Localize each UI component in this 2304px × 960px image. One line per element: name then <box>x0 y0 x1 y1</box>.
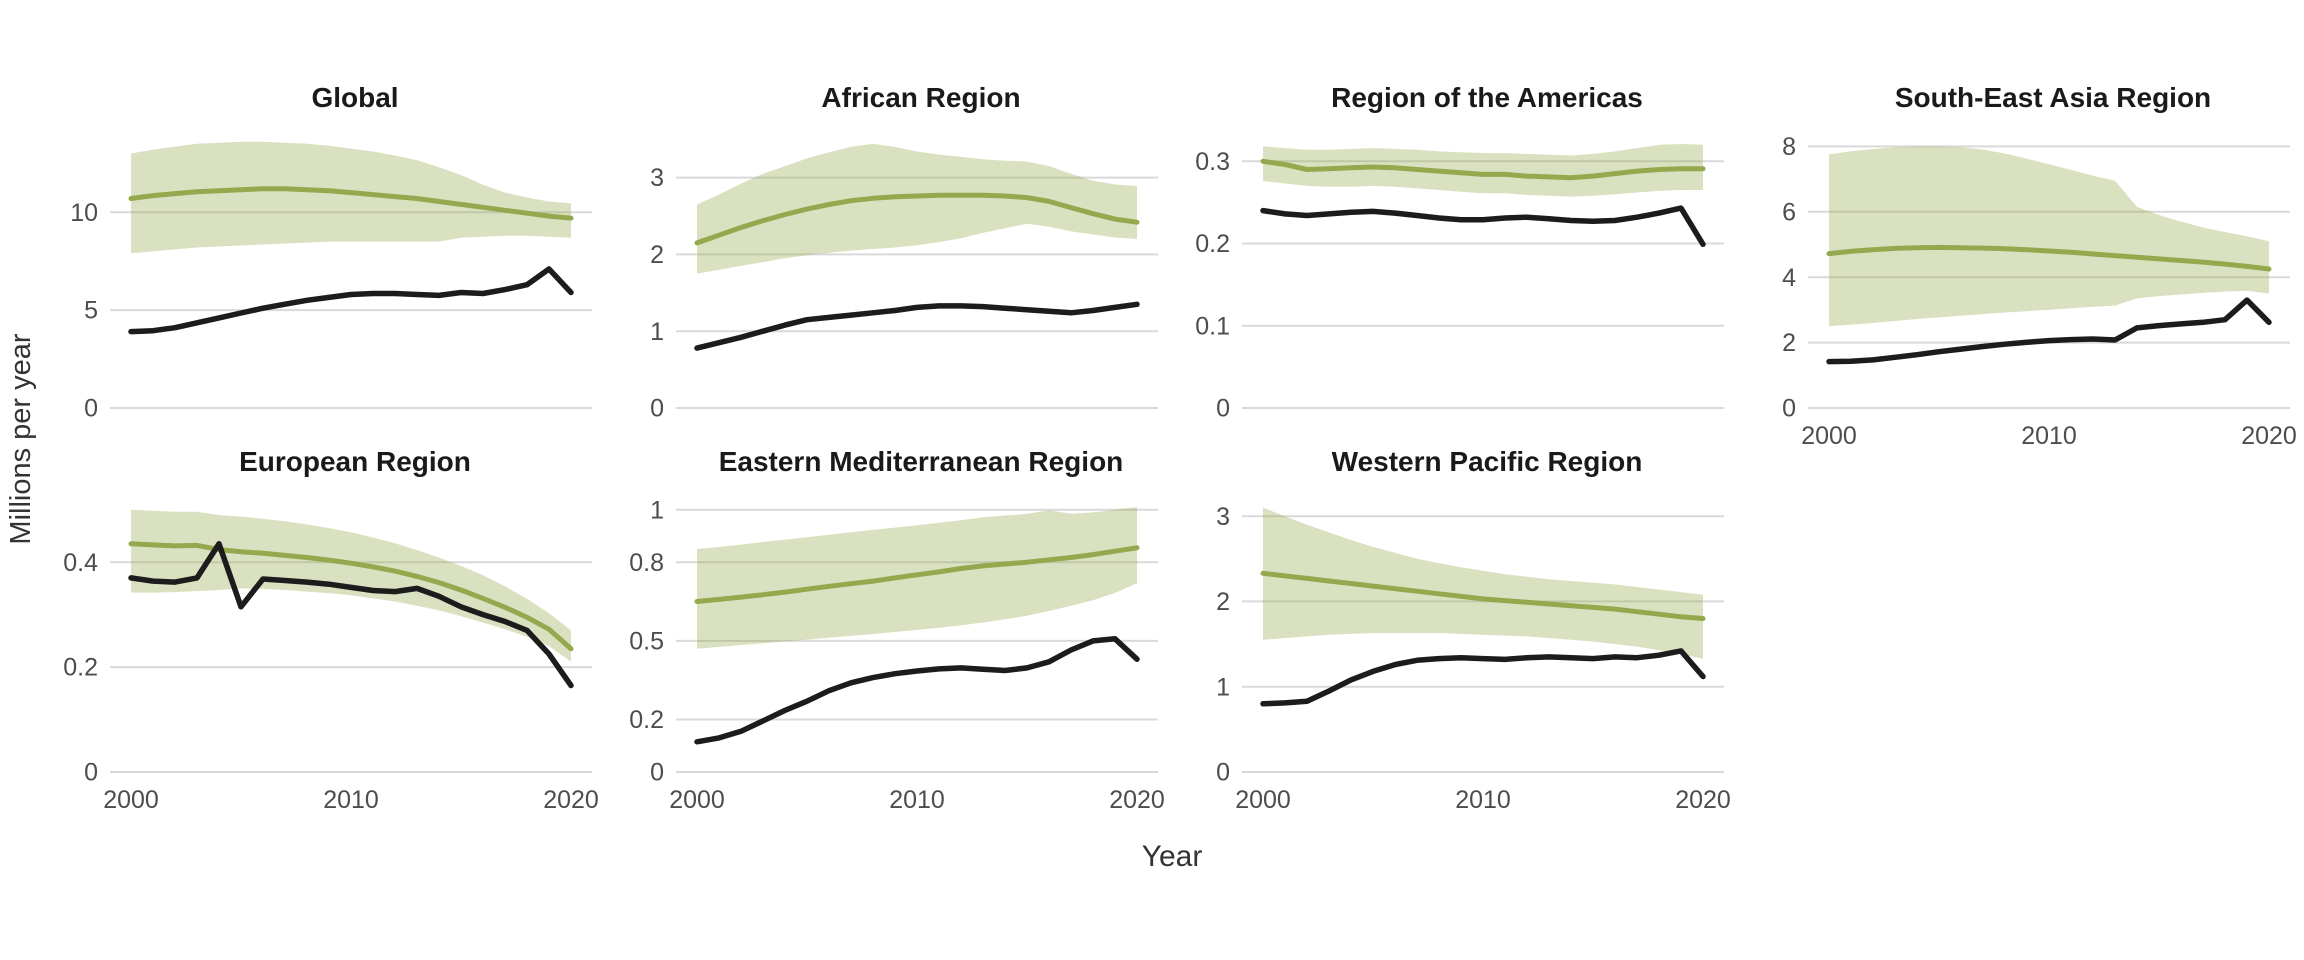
panel-plot: 0 1 2 3 2000 2010 2020 <box>1216 503 1731 814</box>
confidence-band <box>1829 146 2269 327</box>
x-tick-label: 2000 <box>1235 786 1291 814</box>
x-tick-label: 2010 <box>2021 422 2077 450</box>
y-tick-label: 1 <box>1216 673 1230 701</box>
observed-line <box>1260 205 1706 248</box>
x-tick-label: 2020 <box>1109 786 1165 814</box>
x-tick-label: 2020 <box>1675 786 1731 814</box>
panel-title: Region of the Americas <box>1331 82 1643 113</box>
y-tick-label: 0.2 <box>63 654 98 682</box>
confidence-band <box>1263 507 1703 659</box>
panel-south-east-asia-region: South-East Asia Region 0 2 4 6 8 2000 2010 2020 <box>1738 78 2304 452</box>
panel-plot: 0 0.2 0.4 2000 2010 2020 <box>63 509 599 814</box>
panel-eastern-mediterranean-region: Eastern Mediterranean Region 0 0.2 0.5 0.8 1 2… <box>606 442 1172 816</box>
confidence-band <box>1263 144 1703 197</box>
panel-plot: 0 5 10 <box>70 141 592 423</box>
observed-line <box>128 266 574 335</box>
y-tick-label: 5 <box>84 297 98 325</box>
y-tick-label: 2 <box>1216 588 1230 616</box>
y-tick-label: 0 <box>1216 759 1230 787</box>
y-tick-label: 8 <box>1782 133 1796 161</box>
panel-plot: 0 1 2 3 <box>650 143 1158 423</box>
estimated-mean-line <box>1260 158 1706 181</box>
panel-european-region: European Region 0 0.2 0.4 2000 2010 2020 <box>40 442 606 816</box>
y-tick-label: 0.4 <box>63 549 98 577</box>
y-tick-label: 0.1 <box>1195 312 1230 340</box>
observed-line <box>694 301 1140 351</box>
y-tick-label: 0 <box>84 395 98 423</box>
observed-line <box>1260 648 1706 707</box>
panel-title: South-East Asia Region <box>1894 82 2212 113</box>
estimated-mean-line <box>694 192 1140 246</box>
panel-title: Eastern Mediterranean Region <box>718 446 1124 477</box>
panel-global: Global 0 5 10 <box>40 78 606 452</box>
panel-title: Global <box>311 82 399 113</box>
y-tick-label: 10 <box>70 199 98 227</box>
panel-title: African Region <box>821 82 1021 113</box>
y-tick-label: 0.5 <box>629 628 664 656</box>
observed-line <box>694 636 1140 745</box>
y-tick-label: 1 <box>650 496 664 524</box>
y-tick-label: 3 <box>1216 503 1230 531</box>
x-tick-label: 2020 <box>2241 422 2297 450</box>
panel-plot: 0 0.2 0.5 0.8 1 2000 2010 2020 <box>629 496 1165 814</box>
confidence-band <box>131 141 571 254</box>
x-tick-label: 2000 <box>669 786 725 814</box>
y-tick-label: 4 <box>1782 264 1796 292</box>
y-tick-label: 0.8 <box>629 549 664 577</box>
x-axis-label: Year <box>1141 840 1203 873</box>
x-tick-label: 2000 <box>103 786 159 814</box>
panel-title: Western Pacific Region <box>1331 446 1643 477</box>
y-tick-label: 0 <box>1216 395 1230 423</box>
y-tick-label: 0 <box>1782 395 1796 423</box>
x-tick-label: 2010 <box>323 786 379 814</box>
panel-title: European Region <box>239 446 471 477</box>
y-tick-label: 0 <box>650 395 664 423</box>
panel-african-region: African Region 0 1 2 3 <box>606 78 1172 452</box>
estimated-mean-line <box>128 186 574 221</box>
y-tick-label: 0 <box>650 759 664 787</box>
y-tick-label: 0 <box>84 759 98 787</box>
y-tick-label: 0.3 <box>1195 148 1230 176</box>
panel-plot: 0 2 4 6 8 2000 2010 2020 <box>1782 133 2297 450</box>
observed-line <box>128 541 574 689</box>
confidence-band <box>697 143 1137 274</box>
y-tick-label: 2 <box>650 241 664 269</box>
y-tick-label: 1 <box>650 318 664 346</box>
y-tick-label: 0.2 <box>1195 230 1230 258</box>
x-tick-label: 2000 <box>1801 422 1857 450</box>
confidence-band <box>697 507 1137 649</box>
x-tick-label: 2010 <box>889 786 945 814</box>
estimated-mean-line <box>694 545 1140 604</box>
panel-western-pacific-region: Western Pacific Region 0 1 2 3 2000 2010 2020 <box>1172 442 1738 816</box>
y-tick-label: 3 <box>650 164 664 192</box>
estimated-mean-line <box>1260 570 1706 621</box>
x-tick-label: 2020 <box>543 786 599 814</box>
x-tick-label: 2010 <box>1455 786 1511 814</box>
y-tick-label: 2 <box>1782 329 1796 357</box>
y-tick-label: 6 <box>1782 198 1796 226</box>
panel-plot: 0 0.1 0.2 0.3 <box>1195 144 1724 423</box>
estimated-mean-line <box>1826 244 2272 272</box>
y-tick-label: 0.2 <box>629 706 664 734</box>
panel-region-of-the-americas: Region of the Americas 0 0.1 0.2 0.3 <box>1172 78 1738 452</box>
estimated-mean-line <box>128 541 574 652</box>
observed-line <box>1826 297 2272 365</box>
